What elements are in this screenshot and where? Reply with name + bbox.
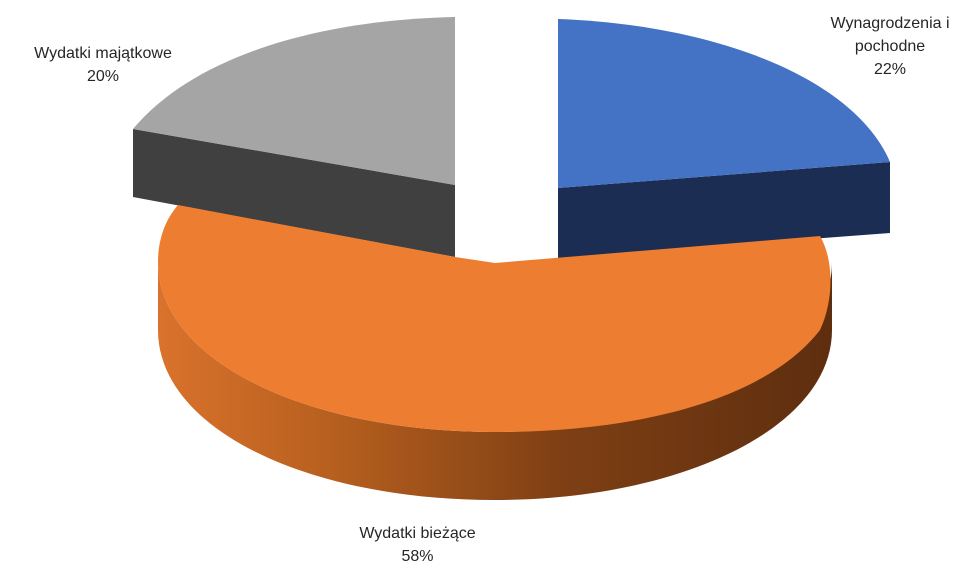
label-wynagrodzenia: Wynagrodzenia i pochodne 22% — [815, 12, 962, 81]
label-wydatki-biezace-value: 58% — [401, 548, 434, 565]
label-wydatki-biezace-line1: Wydatki bieżące — [359, 525, 476, 542]
label-wynagrodzenia-value: 22% — [873, 61, 907, 78]
slice-wynagrodzenia — [558, 19, 890, 258]
slice-wydatki-biezace-side — [158, 262, 832, 500]
slice-wydatki-majatkowe-side — [133, 129, 455, 257]
slice-wydatki-biezace — [158, 205, 832, 500]
slice-wydatki-majatkowe — [133, 17, 455, 257]
slice-wynagrodzenia-top — [558, 19, 890, 188]
slice-wydatki-majatkowe-top — [133, 17, 455, 185]
label-wydatki-majatkowe-value: 20% — [86, 68, 120, 85]
label-wydatki-majatkowe-line1: Wydatki majątkowe — [34, 45, 172, 62]
slice-wydatki-biezace-top — [158, 205, 831, 432]
label-wynagrodzenia-line1: Wynagrodzenia i — [830, 15, 950, 32]
label-wydatki-majatkowe: Wydatki majątkowe 20% — [8, 42, 198, 88]
label-wydatki-biezace: Wydatki bieżące 58% — [330, 522, 505, 568]
slice-wynagrodzenia-side — [558, 162, 890, 258]
label-wynagrodzenia-line2: pochodne — [854, 38, 926, 55]
